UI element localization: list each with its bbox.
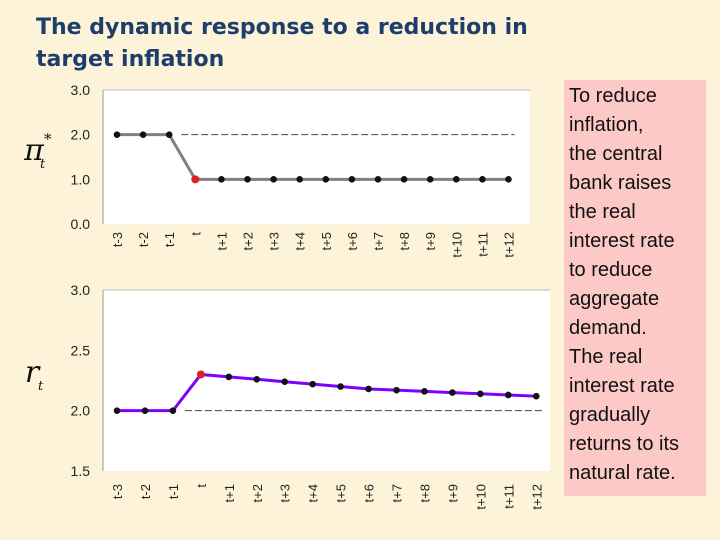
- data-point: [322, 176, 330, 183]
- data-point: [281, 378, 289, 386]
- y-tick-label: 2.0: [71, 127, 91, 143]
- x-tick-label: t-2: [136, 232, 151, 247]
- data-point: [309, 380, 316, 388]
- x-tick-label: t+7: [390, 484, 405, 502]
- x-tick-label: t+11: [475, 232, 490, 257]
- explanation-note: To reduce inflation, the central bank ra…: [564, 80, 706, 496]
- data-point: [141, 407, 149, 414]
- slide-title: The dynamic response to a reduction in t…: [36, 15, 528, 72]
- x-tick-label: t: [188, 232, 203, 236]
- data-point: [532, 392, 540, 400]
- x-tick-label: t+11: [501, 484, 516, 509]
- x-tick-label: t+3: [278, 484, 293, 502]
- data-point: [253, 375, 261, 383]
- plot-area: [103, 90, 530, 224]
- data-point: [270, 176, 277, 183]
- y-tick-label: 2.5: [71, 342, 91, 358]
- data-point: [477, 390, 484, 398]
- x-tick-label: t+2: [250, 484, 265, 502]
- x-tick-label: t+5: [319, 232, 334, 250]
- x-tick-label: t: [194, 484, 209, 488]
- x-tick-label: t+1: [222, 484, 237, 502]
- highlight-point: [191, 175, 200, 184]
- data-point: [479, 176, 486, 183]
- data-point: [421, 388, 428, 395]
- y-tick-label: 3.0: [71, 282, 91, 298]
- x-tick-label: t+10: [473, 484, 488, 510]
- x-tick-label: t+9: [445, 484, 460, 502]
- x-tick-label: t+5: [334, 484, 349, 502]
- x-tick-label: t+6: [345, 232, 360, 250]
- x-tick-label: t+3: [267, 232, 282, 250]
- data-point: [453, 176, 460, 183]
- series-line: [117, 372, 537, 413]
- y-axis-label-superscript: *: [44, 130, 52, 148]
- data-point: [244, 176, 251, 183]
- data-point: [505, 391, 512, 399]
- data-point: [113, 131, 121, 138]
- y-tick-label: 2.0: [71, 403, 91, 419]
- y-tick-label: 1.0: [71, 171, 91, 187]
- x-tick-label: t+7: [371, 232, 386, 250]
- data-point: [393, 386, 400, 394]
- data-point: [365, 385, 372, 393]
- y-tick-label: 1.5: [71, 463, 91, 479]
- data-point: [348, 176, 356, 183]
- x-tick-label: t+8: [417, 484, 432, 502]
- data-point: [218, 176, 225, 183]
- x-tick-label: t-1: [166, 484, 181, 499]
- y-tick-label: 0.0: [71, 216, 91, 232]
- x-tick-label: t+1: [214, 232, 229, 250]
- plot-area: [103, 290, 550, 471]
- x-tick-label: t+4: [306, 484, 321, 502]
- x-tick-label: t-3: [110, 484, 125, 499]
- data-point: [337, 383, 344, 390]
- x-tick-label: t-3: [110, 232, 125, 247]
- data-point: [296, 176, 304, 183]
- data-point: [113, 407, 121, 414]
- x-tick-label: t+10: [449, 232, 464, 258]
- x-tick-label: t-1: [162, 232, 177, 247]
- data-point: [165, 131, 173, 138]
- data-point: [400, 176, 408, 183]
- x-tick-label: t+12: [502, 232, 517, 258]
- data-point: [169, 407, 177, 414]
- data-point: [505, 176, 512, 183]
- y-axis-label: r: [25, 355, 41, 390]
- series-line: [117, 133, 509, 181]
- highlight-point: [196, 370, 205, 379]
- x-tick-label: t-2: [138, 484, 153, 499]
- data-point: [225, 373, 233, 381]
- inflation-target-chart: 3.0 2.0 1.0 0.0 t-3 t-2 t-1 t t+1 t+2 t+3 t+4 t+5 t+6…: [23, 82, 530, 258]
- data-point: [139, 131, 147, 138]
- x-tick-label: t+6: [362, 484, 377, 502]
- y-axis-label-subscript: t: [40, 157, 46, 172]
- y-axis-label: π: [23, 133, 45, 168]
- x-tick-label: t+4: [293, 232, 308, 250]
- y-tick-label: 3.0: [71, 82, 91, 98]
- data-point: [449, 389, 456, 396]
- data-point: [426, 176, 434, 183]
- y-axis-label-subscript: t: [38, 379, 44, 394]
- x-tick-label: t+9: [423, 232, 438, 250]
- x-tick-label: t+8: [397, 232, 412, 250]
- data-point: [374, 176, 382, 183]
- real-interest-rate-chart: 3.0 2.5 2.0 1.5 t-3 t-2 t-1 t t+1 t+2 t+3 t+4 t+5 t+6…: [25, 282, 550, 510]
- x-tick-label: t+12: [529, 484, 544, 510]
- x-tick-label: t+2: [241, 232, 256, 250]
